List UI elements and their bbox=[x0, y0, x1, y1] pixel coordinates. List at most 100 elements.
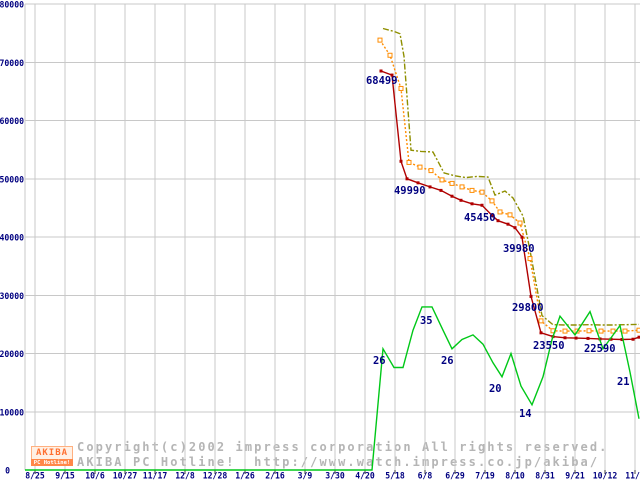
series-average-price-marker bbox=[527, 256, 533, 262]
series-average-price-marker bbox=[398, 85, 404, 91]
x-axis-tick-label: 6/29 bbox=[445, 472, 465, 480]
y-axis-tick-label: 60000 bbox=[0, 117, 24, 127]
point-label-29800: 29800 bbox=[512, 301, 544, 314]
series-lowest-price-marker bbox=[379, 69, 383, 73]
series-lowest-price-marker bbox=[390, 73, 394, 77]
series-lowest-price-marker bbox=[480, 203, 484, 207]
y-axis-tick-label: 50000 bbox=[0, 175, 24, 185]
point-label-20: 20 bbox=[489, 382, 502, 395]
series-lowest-price-marker bbox=[416, 181, 420, 185]
series-average-price-marker bbox=[459, 184, 465, 190]
series-average-price-marker bbox=[387, 52, 393, 58]
y-axis-tick-label: 80000 bbox=[0, 1, 24, 11]
series-average-price-marker bbox=[517, 220, 523, 226]
akiba-pc-hotline-logo: AKIBA PC Hotline! bbox=[31, 446, 73, 466]
y-axis-tick-label: 20000 bbox=[0, 350, 24, 360]
series-average-price-marker bbox=[417, 164, 423, 170]
point-label-39980: 39980 bbox=[503, 242, 535, 255]
series-lowest-price-marker bbox=[459, 198, 463, 202]
series-lowest-price-marker bbox=[609, 337, 613, 341]
series-average-price-marker bbox=[610, 328, 616, 334]
x-axis-tick-label: 5/18 bbox=[385, 472, 405, 480]
point-label-21: 21 bbox=[617, 375, 630, 388]
series-lowest-price-marker bbox=[529, 294, 533, 298]
series-lowest-price-marker bbox=[513, 226, 517, 230]
x-axis-tick-label: 6/8 bbox=[418, 472, 433, 480]
point-label-49990: 49990 bbox=[394, 184, 426, 197]
point-label-26: 26 bbox=[373, 354, 386, 367]
logo-pc-hotline-text: PC Hotline! bbox=[31, 459, 73, 466]
series-lowest-price-line bbox=[380, 70, 640, 341]
x-axis-tick-label: 12/8 bbox=[175, 472, 195, 480]
x-axis-tick-label: 10/27 bbox=[113, 472, 138, 480]
series-lowest-price-marker bbox=[470, 202, 474, 206]
series-lowest-price-marker bbox=[506, 222, 510, 226]
x-axis-tick-label: 9/21 bbox=[565, 472, 585, 480]
logo-akiba-text: AKIBA bbox=[31, 446, 73, 459]
point-label-45450: 45450 bbox=[464, 211, 496, 224]
series-lowest-price-marker bbox=[574, 336, 578, 340]
series-average-price-marker bbox=[598, 328, 604, 334]
point-label-68499: 68499 bbox=[366, 74, 398, 87]
x-axis-tick-label: 8/31 bbox=[535, 472, 555, 480]
footer-url: AKIBA PC Hotline! http://www.watch.impre… bbox=[77, 455, 600, 469]
point-label-14: 14 bbox=[519, 407, 532, 420]
series-average-price-marker bbox=[497, 209, 503, 215]
x-axis-tick-label: 4/20 bbox=[355, 472, 375, 480]
x-axis-tick-label: 9/15 bbox=[55, 472, 75, 480]
series-average-price-marker bbox=[636, 327, 640, 333]
series-lowest-price-marker bbox=[631, 337, 635, 341]
series-average-price-marker bbox=[538, 318, 544, 324]
series-highest-price-line bbox=[382, 27, 640, 326]
y-axis-tick-label: 0 bbox=[5, 467, 10, 477]
series-shop-count-line bbox=[25, 306, 640, 471]
x-axis-tick-label: 10/6 bbox=[85, 472, 105, 480]
series-lowest-price-marker bbox=[586, 336, 590, 340]
series-average-price-marker bbox=[586, 328, 592, 334]
series-lowest-price-marker bbox=[428, 185, 432, 189]
x-axis-tick-label: 8/25 bbox=[25, 472, 45, 480]
y-axis-tick-label: 70000 bbox=[0, 59, 24, 69]
x-axis-tick-label: 3/9 bbox=[298, 472, 313, 480]
series-lowest-price-marker bbox=[539, 331, 543, 335]
x-axis-tick-label: 1/26 bbox=[235, 472, 255, 480]
series-average-price-marker bbox=[562, 328, 568, 334]
point-label-26: 26 bbox=[441, 354, 454, 367]
x-axis-tick-label: 2/16 bbox=[265, 472, 285, 480]
series-lowest-price-marker bbox=[496, 219, 500, 223]
x-axis-tick-label: 10/12 bbox=[593, 472, 618, 480]
point-label-23550: 23550 bbox=[533, 339, 565, 352]
x-axis-tick-label: 7/19 bbox=[475, 472, 495, 480]
y-axis-tick-label: 10000 bbox=[0, 408, 24, 418]
point-label-22590: 22590 bbox=[584, 342, 616, 355]
series-lowest-price-marker bbox=[490, 213, 494, 217]
series-average-price-marker bbox=[489, 198, 495, 204]
x-axis-tick-label: 8/10 bbox=[505, 472, 525, 480]
series-lowest-price-marker bbox=[450, 194, 454, 198]
point-label-35: 35 bbox=[420, 314, 433, 327]
series-lowest-price-marker bbox=[637, 335, 640, 339]
series-average-price-marker bbox=[469, 187, 475, 193]
series-average-price-marker bbox=[377, 37, 383, 43]
series-average-price-marker bbox=[507, 212, 513, 218]
x-axis-tick-label: 11/17 bbox=[143, 472, 168, 480]
series-lowest-price-marker bbox=[399, 159, 403, 163]
series-lowest-price-marker bbox=[620, 338, 624, 342]
y-axis-tick-label: 40000 bbox=[0, 234, 24, 244]
series-average-price-marker bbox=[622, 328, 628, 334]
x-axis-tick-label: 11/2 bbox=[625, 472, 640, 480]
series-average-price-marker bbox=[439, 177, 445, 183]
series-average-price-marker bbox=[449, 180, 455, 186]
series-lowest-price-marker bbox=[563, 336, 567, 340]
series-average-price-marker bbox=[406, 159, 412, 165]
x-axis-tick-label: 3/30 bbox=[325, 472, 345, 480]
series-average-price-marker bbox=[479, 189, 485, 195]
series-lowest-price-marker bbox=[405, 177, 409, 181]
series-average-price-marker bbox=[428, 168, 434, 174]
series-lowest-price-marker bbox=[520, 235, 524, 239]
x-axis-tick-label: 12/28 bbox=[203, 472, 228, 480]
series-lowest-price-marker bbox=[439, 188, 443, 192]
y-axis-tick-label: 30000 bbox=[0, 292, 24, 302]
